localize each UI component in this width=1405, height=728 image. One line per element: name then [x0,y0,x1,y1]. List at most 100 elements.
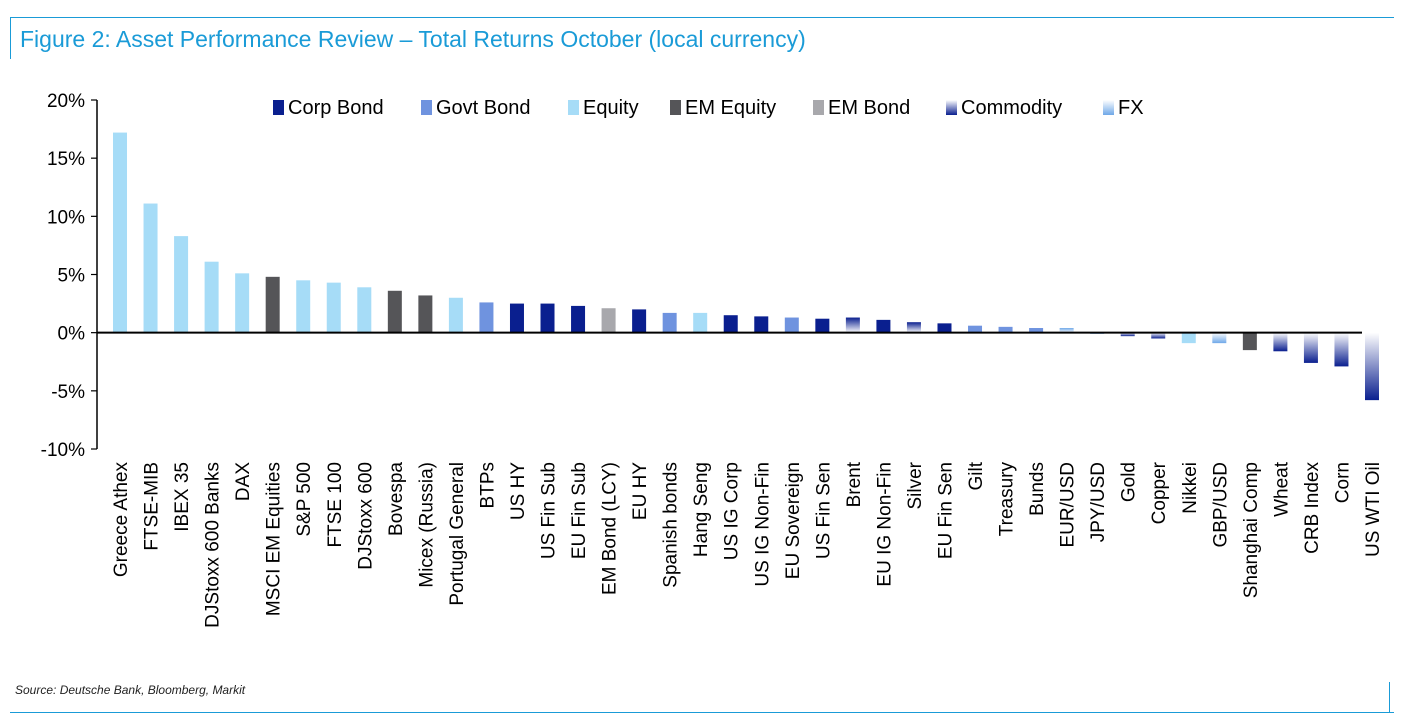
y-tick-label: 5% [58,266,86,287]
bar-msci-em-equities [265,276,280,333]
bar-greece-athex [113,132,127,333]
legend-label-corp-bond: Corp Bond [288,97,384,119]
x-tick-label: DJStoxx 600 Banks [203,462,224,628]
x-tick-label: Brent [844,461,865,507]
legend-swatch-fx [1103,100,1114,115]
x-tick-label: EU HY [630,462,651,520]
x-tick-label: Bunds [1027,462,1048,516]
x-tick-label: Spanish bonds [661,462,682,588]
x-tick-label: IBEX 35 [172,462,193,532]
bar-copper [1151,332,1166,339]
x-tick-label: US Fin Sub [539,462,560,559]
bar-brent [845,317,860,333]
bar-ibex-35 [174,236,189,333]
chart-title: Figure 2: Asset Performance Review – Tot… [20,26,806,52]
x-axis: Greece Athex FTSE-MIB IBEX 35 DJStoxx 600 B… [97,331,1384,628]
bar-ftse-100 [326,282,341,333]
x-tick-label: EM Bond (LCY) [600,462,621,595]
bar-gold [1120,332,1135,337]
y-tick-label: 0% [58,324,86,345]
x-tick-label: EU Fin Sub [569,462,590,559]
legend-swatch-em-bond [813,100,824,115]
x-tick-label: FTSE 100 [325,462,346,548]
bar-djstoxx-600 [357,287,372,333]
bar-eu-fin-sub [571,305,586,333]
y-tick-label: -10% [41,440,85,461]
y-tick-label: 10% [47,207,85,228]
x-tick-label: FTSE-MIB [142,462,163,551]
bar-hang-seng [693,312,708,333]
bar-djstoxx-600-banks [204,261,219,333]
x-tick-label: US IG Non-Fin [752,462,773,587]
bar-eu-ig-non-fin [876,319,891,333]
x-tick-label: GBP/USD [1210,462,1231,548]
legend: Corp Bond Govt Bond Equity EM Equity EM Bond… [273,97,1144,119]
x-tick-label: Copper [1149,461,1170,524]
bars [113,132,1379,401]
bar-s-p-500 [296,280,311,333]
bar-spanish-bonds [662,312,677,333]
left-rule [10,17,11,59]
x-tick-label: EU IG Non-Fin [874,462,895,587]
bar-us-fin-sub [540,303,555,333]
x-tick-label: Micex (Russia) [416,462,437,588]
x-tick-label: Gold [1119,462,1140,502]
bar-us-ig-corp [723,315,738,333]
bar-eu-sovereign [784,317,799,333]
x-tick-label: Treasury [997,462,1018,537]
x-tick-label: BTPs [477,462,498,508]
bar-us-hy [509,303,524,333]
x-tick-label: EU Fin Sen [935,462,956,559]
bar-eu-fin-sen [937,323,952,333]
legend-swatch-govt-bond [421,100,432,115]
x-tick-label: S&P 500 [294,462,315,537]
bar-us-wti-oil [1365,332,1379,401]
bar-ftse-mib [143,203,158,333]
bar-crb-index [1303,332,1318,363]
x-tick-label: Shanghai Comp [1241,462,1262,598]
bar-chart: -10% -5% 0% 5% 10% 15% 20% Greece Athex FTSE-MI… [41,91,1384,628]
x-tick-label: US WTI Oil [1363,462,1384,557]
x-tick-label: CRB Index [1302,462,1323,554]
bar-eu-hy [632,309,647,333]
x-tick-label: US IG Corp [722,462,743,560]
bar-nikkei [1181,332,1196,344]
y-axis: -10% -5% 0% 5% 10% 15% 20% [41,91,98,461]
legend-swatch-equity [568,100,579,115]
bar-gilt [968,325,983,333]
legend-swatch-commodity [946,100,957,115]
legend-label-govt-bond: Govt Bond [436,97,531,119]
legend-label-em-equity: EM Equity [685,97,776,119]
bar-silver [906,322,921,333]
bar-shanghai-comp [1242,332,1257,351]
x-tick-label: US Fin Sen [813,462,834,559]
bar-em-bond-lcy [601,308,616,333]
legend-swatch-corp-bond [273,100,284,115]
bar-bunds [1029,328,1044,333]
legend-label-equity: Equity [583,97,639,119]
legend-swatch-em-equity [670,100,681,115]
x-tick-label: Gilt [966,461,987,490]
bar-corn [1334,332,1349,367]
x-tick-label: EU Sovereign [783,462,804,579]
bar-dax [235,273,250,333]
x-tick-label: Hang Seng [691,462,712,557]
right-rule [1389,682,1390,713]
x-tick-label: EUR/USD [1058,462,1079,548]
legend-label-commodity: Commodity [961,97,1062,119]
legend-label-em-bond: EM Bond [828,97,910,119]
bottom-rule [10,712,1394,713]
top-rule [10,17,1394,18]
bar-portugal-general [448,297,463,333]
x-tick-label: US HY [508,462,529,520]
bar-micex-russia [418,295,433,333]
source-note: Source: Deutsche Bank, Bloomberg, Markit [15,683,246,697]
bar-us-ig-non-fin [754,316,769,333]
y-tick-label: 20% [47,91,85,112]
bar-btps [479,302,494,333]
x-tick-label: Bovespa [386,462,407,536]
bar-wheat [1273,332,1288,352]
bar-us-fin-sen [815,318,830,333]
x-tick-label: DJStoxx 600 [355,462,376,570]
bar-gbp-usd [1212,332,1227,344]
